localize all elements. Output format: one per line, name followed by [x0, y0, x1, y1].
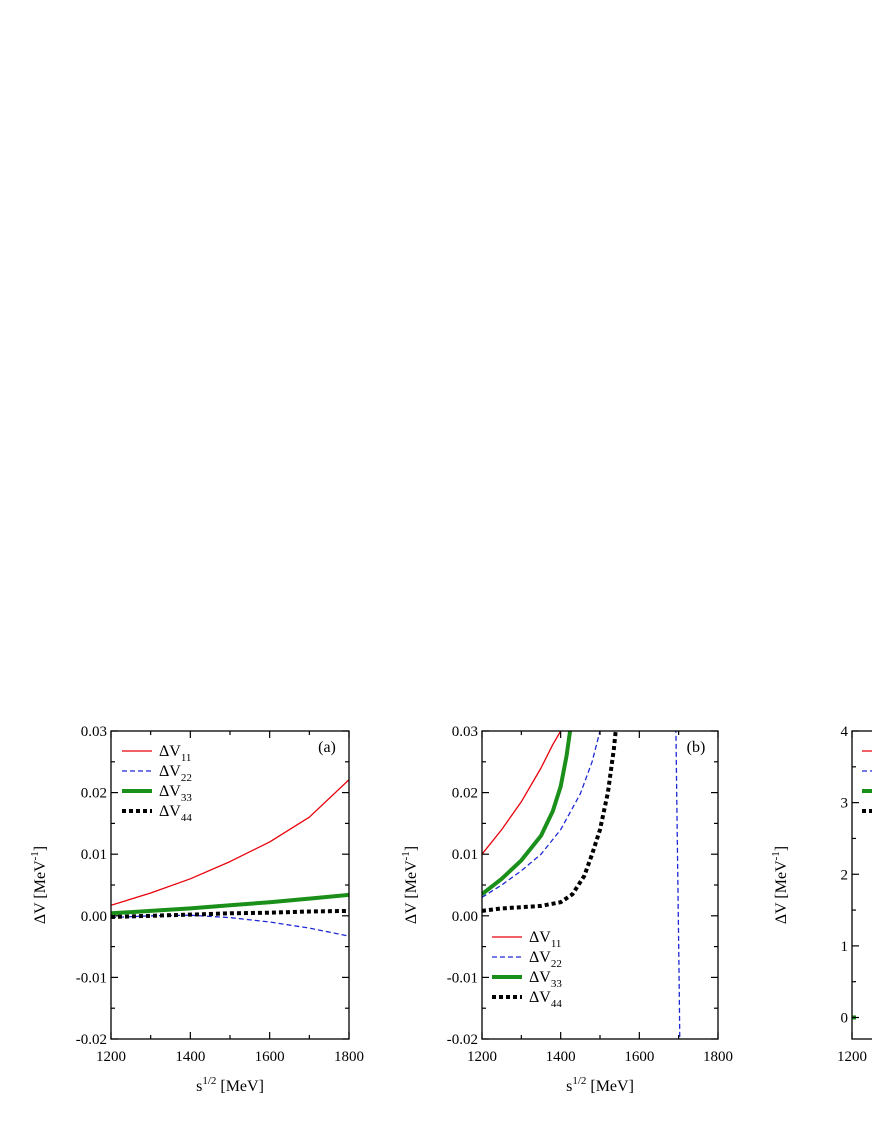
x-tick-label: 1800: [703, 1049, 733, 1065]
series-line-dv33: [482, 731, 573, 896]
y-tick-label: 4: [841, 724, 849, 740]
x-tick-label: 1200: [96, 1049, 126, 1065]
y-axis-label: ΔV [MeV-1]: [400, 846, 420, 924]
plot-area: [482, 731, 681, 1039]
legend-label: ΔV44: [529, 989, 562, 1010]
y-tick-label: -0.01: [447, 970, 478, 986]
panel-label: (a): [318, 739, 336, 756]
series-line-dv11: [482, 731, 562, 855]
x-tick-label: 1400: [546, 1049, 576, 1065]
y-tick-label: 0.02: [452, 786, 478, 802]
series-line-dv22: [675, 731, 681, 1039]
x-tick-label: 1400: [175, 1049, 205, 1065]
legend: [862, 750, 872, 813]
y-tick-label: 3: [841, 796, 849, 812]
x-axis-label: s1/2 [MeV]: [566, 1075, 634, 1095]
y-tick-label: -0.02: [76, 1032, 107, 1048]
y-tick-label: 0: [841, 1011, 849, 1027]
series-line-dv33: [111, 892, 349, 916]
axes-frame: [851, 730, 872, 1040]
legend-label: ΔV22: [529, 949, 562, 970]
x-tick-label: 1600: [255, 1049, 285, 1065]
series-line-dv44: [111, 908, 349, 919]
legend-label: ΔV11: [529, 929, 561, 950]
y-axis-label: ΔV [MeV-1]: [29, 846, 49, 924]
x-tick-label: 1200: [467, 1049, 497, 1065]
y-tick-label: -0.02: [447, 1032, 478, 1048]
y-tick-label: 0.00: [81, 909, 107, 925]
legend-label: ΔV11: [159, 743, 191, 764]
panel-label: (b): [687, 739, 706, 756]
y-tick-label: 0.03: [81, 724, 107, 740]
x-axis-label: s1/2 [MeV]: [196, 1075, 264, 1095]
series-line-dv44: [482, 731, 618, 913]
y-tick-label: 0.02: [81, 786, 107, 802]
x-tick-label: 1800: [334, 1049, 364, 1065]
legend-label: ΔV44: [159, 803, 192, 824]
y-tick-label: 0.01: [452, 847, 478, 863]
legend-label: ΔV22: [159, 763, 192, 784]
panel-b: 1200 1400 1600 1800 -0.02 -0.01 0.00 0.01 0.02 0.…: [400, 724, 733, 1095]
series-line-dv22: [482, 731, 601, 898]
y-tick-label: 0.03: [452, 724, 478, 740]
y-tick-label: 0.00: [452, 909, 478, 925]
y-tick-label: 1: [841, 939, 849, 955]
x-tick-label: 1200: [837, 1049, 867, 1065]
legend-label: ΔV33: [159, 783, 192, 804]
series-line-dv11: [111, 779, 349, 906]
y-tick-label: 0.01: [81, 847, 107, 863]
y-axis-label: ΔV [MeV-1]: [770, 846, 790, 924]
plot-area: [111, 779, 349, 937]
y-tick-label: -0.01: [76, 970, 107, 986]
x-tick-label: 1600: [624, 1049, 654, 1065]
panel-a: 1200 1400 1600 1800 -0.02 -0.01 0.00 0.01 0.02 0.…: [29, 724, 364, 1095]
y-tick-label: 2: [841, 867, 849, 883]
panel-c: 1200 0 1 2 3 4 ΔV [MeV-1]: [770, 724, 872, 1065]
legend-label: ΔV33: [529, 969, 562, 990]
